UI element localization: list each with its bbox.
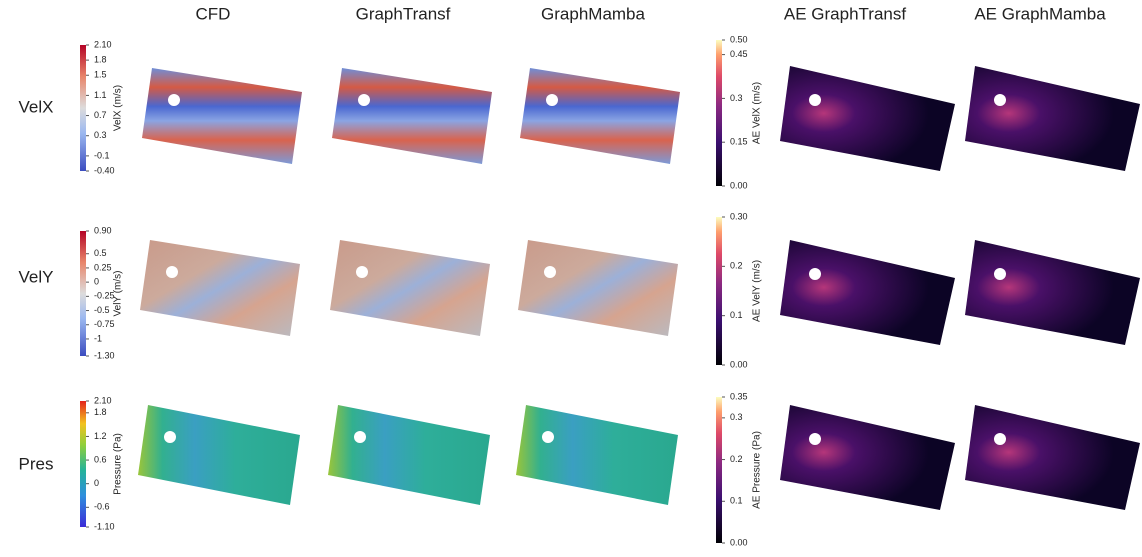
field-panel [140, 240, 300, 336]
column-header: GraphTransf [356, 4, 451, 23]
cylinder [544, 266, 556, 278]
cylinder [358, 94, 370, 106]
colorbar-tick-label: 2.10 [94, 39, 112, 49]
colorbar-tick-label: 1.5 [94, 70, 107, 80]
error-panel [780, 240, 955, 345]
cylinder [164, 431, 176, 443]
field-panel [138, 405, 300, 505]
cylinder [168, 94, 180, 106]
cylinder [354, 431, 366, 443]
colorbar-tick-label: 0.00 [730, 537, 748, 547]
colorbar [80, 401, 86, 527]
column-headers: CFD GraphTransf GraphMamba AE GraphTrans… [196, 4, 1107, 23]
colorbar [716, 40, 722, 186]
column-header: AE GraphTransf [784, 4, 906, 23]
colorbar-tick-label: 0.00 [730, 180, 748, 190]
row-label: VelX [19, 97, 54, 116]
cylinder [809, 268, 821, 280]
colorbar-tick-label: 0 [94, 478, 99, 488]
cylinder [809, 433, 821, 445]
colorbar-tick-label: 1.2 [94, 431, 107, 441]
colorbar-tick-label: -0.5 [94, 305, 110, 315]
field-panel [516, 405, 678, 505]
colorbar-tick-label: 0.5 [94, 248, 107, 258]
colorbar-tick-label: 0.1 [730, 496, 743, 506]
colorbar-tick-label: 0.50 [730, 34, 748, 44]
colorbar-tick-label: 0.2 [730, 261, 743, 271]
column-header: AE GraphMamba [974, 4, 1106, 23]
column-header: GraphMamba [541, 4, 645, 23]
colorbar-label: Pressure (Pa) [113, 433, 124, 495]
cylinder [166, 266, 178, 278]
cylinder [356, 266, 368, 278]
field-panel [332, 68, 492, 164]
colorbar-tick-label: -1.30 [94, 350, 115, 360]
colorbar-tick-label: 0.3 [730, 93, 743, 103]
colorbar-tick-label: -0.1 [94, 150, 110, 160]
error-panel [965, 240, 1140, 345]
colorbar-tick-label: 0.2 [730, 454, 743, 464]
colorbar-tick-label: -1.10 [94, 521, 115, 531]
colorbar-tick-label: 1.8 [94, 54, 107, 64]
field-panel [520, 68, 680, 164]
error-panel [780, 405, 955, 510]
colorbar-tick-label: -0.6 [94, 502, 110, 512]
cylinder [994, 268, 1006, 280]
colorbar [80, 231, 86, 356]
error-panel [780, 66, 955, 171]
colorbar-tick-label: 0.00 [730, 359, 748, 369]
colorbar-tick-label: 0.90 [94, 225, 112, 235]
colorbar-tick-label: 2.10 [94, 395, 112, 405]
colorbar [80, 45, 86, 171]
colorbar-tick-label: -0.25 [94, 291, 115, 301]
cylinder [994, 94, 1006, 106]
colorbar-tick-label: 0 [94, 277, 99, 287]
colorbar-tick-label: 0.7 [94, 110, 107, 120]
colorbar-tick-label: 0.6 [94, 454, 107, 464]
row-label: VelY [19, 267, 54, 286]
field-panel [142, 68, 302, 164]
colorbar-label: VelY (m/s) [113, 271, 124, 317]
colorbar-tick-label: 1.8 [94, 407, 107, 417]
field-panel [330, 240, 490, 336]
colorbar-tick-label: 0.1 [730, 310, 743, 320]
colorbar-tick-label: 0.30 [730, 211, 748, 221]
colorbar-tick-label: 0.3 [94, 130, 107, 140]
cylinder [542, 431, 554, 443]
colorbar-label: VelX (m/s) [113, 85, 124, 131]
colorbar-label: AE Pressure (Pa) [752, 431, 763, 509]
row-label: Pres [19, 454, 54, 473]
error-panel [965, 66, 1140, 171]
colorbar-tick-label: 0.25 [94, 262, 112, 272]
error-panel [965, 405, 1140, 510]
colorbar-tick-label: 0.3 [730, 412, 743, 422]
colorbar-tick-label: 0.35 [730, 391, 748, 401]
cylinder [994, 433, 1006, 445]
field-panel [328, 405, 490, 505]
colorbar-tick-label: -0.75 [94, 319, 115, 329]
colorbar-tick-label: 0.45 [730, 49, 748, 59]
colorbar [716, 217, 722, 365]
colorbar-label: AE VelX (m/s) [752, 82, 763, 144]
colorbar [716, 397, 722, 543]
colorbar-tick-label: -1 [94, 333, 102, 343]
colorbar-tick-label: 0.15 [730, 137, 748, 147]
cylinder [809, 94, 821, 106]
colorbar-tick-label: -0.40 [94, 165, 115, 175]
colorbar-label: AE VelY (m/s) [752, 260, 763, 322]
colorbar-tick-label: 1.1 [94, 90, 107, 100]
cylinder [546, 94, 558, 106]
column-header: CFD [196, 4, 231, 23]
field-panel [518, 240, 678, 336]
